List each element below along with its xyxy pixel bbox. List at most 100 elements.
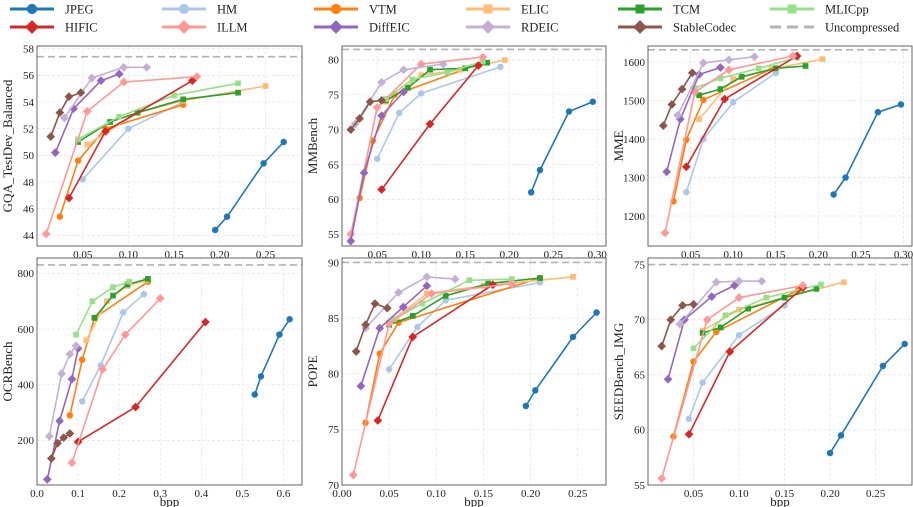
data-point-elic [501,57,508,63]
data-point-tcm [462,65,469,72]
series-line-rdeic [48,345,77,437]
legend-label-elic: ELIC [521,3,549,17]
series-illm [348,279,517,480]
data-point-hific [408,332,418,342]
series-line-vtm [672,289,799,437]
data-point-illm [734,293,744,303]
data-point-elic [457,66,464,73]
series-line-stablecodec [49,91,82,137]
y-tick-label: 1200 [623,211,646,223]
legend-marker-rdeic [481,20,495,34]
data-point-hm [395,109,403,117]
y-axis-title: POPE [305,356,320,388]
data-point-hm [417,90,425,97]
plot-area [648,46,912,246]
data-point-illm [788,51,798,61]
y-tick-label: 70 [328,124,340,136]
data-point-rdeic [750,52,759,62]
series-stablecodec [346,95,386,134]
data-point-tcm [442,292,449,299]
series-line-elic [388,276,574,324]
plot-frame [36,257,303,486]
y-tick-label: 600 [18,324,35,336]
legend-marker-tcm [635,4,645,14]
series-line-jpeg [530,100,594,193]
plot-area [37,258,302,485]
plot-area [342,258,606,485]
data-point-diffeic [67,374,77,384]
data-point-rdeic [60,113,69,123]
series-line-jpeg [214,141,285,231]
data-point-rdeic [734,276,744,286]
data-point-rdeic [673,110,683,120]
data-point-jpeg [897,101,905,108]
data-point-jpeg [901,340,908,348]
series-line-stablecodec [50,432,71,459]
y-tick-label: 75 [634,259,646,271]
data-point-elic [262,83,269,89]
plot-frame [647,257,913,486]
data-point-rdeic [422,272,432,282]
series-line-mlicpp [75,280,130,335]
series-mlicpp [690,281,824,352]
series-illm [41,72,202,239]
data-point-tcm [537,275,543,281]
data-point-jpeg [569,333,577,341]
data-point-stablecodec [370,299,380,308]
series-diffeic [42,344,83,484]
data-point-hific [201,317,210,327]
series-stablecodec [351,299,392,356]
series-line-diffeic [665,66,721,173]
series-mlicpp [73,278,133,338]
chart-gqa-testdev-balanced: 0.050.100.150.200.254446485052545658bppG… [0,43,303,270]
y-tick-label: 1500 [623,95,646,107]
chart-mmbench: 0.050.100.150.200.250.30556065707580bppM… [305,45,607,270]
data-point-diffeic [663,374,673,384]
y-tick-label: 75 [328,90,340,102]
data-point-elic [424,290,430,297]
data-point-hific [373,416,383,425]
series-diffeic [50,69,124,158]
data-point-illm [119,77,129,87]
legend-entry-jpeg: JPEG [10,3,93,17]
data-point-tcm [485,280,491,287]
data-point-jpeg [280,138,287,146]
legend-label-rdeic: RDEIC [521,21,559,35]
data-point-stablecodec [53,438,62,448]
plot-frame [36,45,303,247]
data-point-hific [131,402,140,412]
data-point-jpeg [522,402,530,410]
data-point-tcm [110,292,116,299]
data-point-diffeic [73,344,83,353]
data-point-rdeic [119,62,129,72]
data-point-illm [192,72,202,82]
x-tick-label: 0.6 [277,488,291,500]
series-line-diffeic [350,91,405,242]
data-point-stablecodec [65,429,75,438]
series-line-stablecodec [355,302,388,352]
data-point-jpeg [536,166,544,174]
data-point-vtm [74,157,82,164]
legend-marker-vtm [330,3,342,15]
data-point-jpeg [257,373,265,380]
data-point-mlicpp [690,345,697,352]
y-tick-label: 200 [18,435,35,447]
series-line-rdeic [677,56,755,116]
series-stablecodec [46,88,86,142]
chart-pope: 0.00 0.05 0.10 0.15 0.20 0.25 70 75 80 85 90 bpp POP… [305,257,607,507]
legend-label-hific: HIFIC [65,21,98,35]
legend-label-uncompressed: Uncompressed [825,21,900,35]
series-line-rdeic [63,66,147,119]
data-point-mlicpp [235,80,241,87]
data-point-stablecodec [46,132,56,142]
x-tick-label: 0.10 [729,488,749,500]
data-point-jpeg [251,391,258,398]
data-point-illm [478,52,488,62]
series-jpeg [527,98,597,196]
series-line-jpeg [254,318,291,395]
y-tick-label: 70 [634,315,646,327]
y-axis-title: MMBench [305,117,320,174]
data-point-tcm [813,286,820,292]
data-point-hm [735,331,743,339]
